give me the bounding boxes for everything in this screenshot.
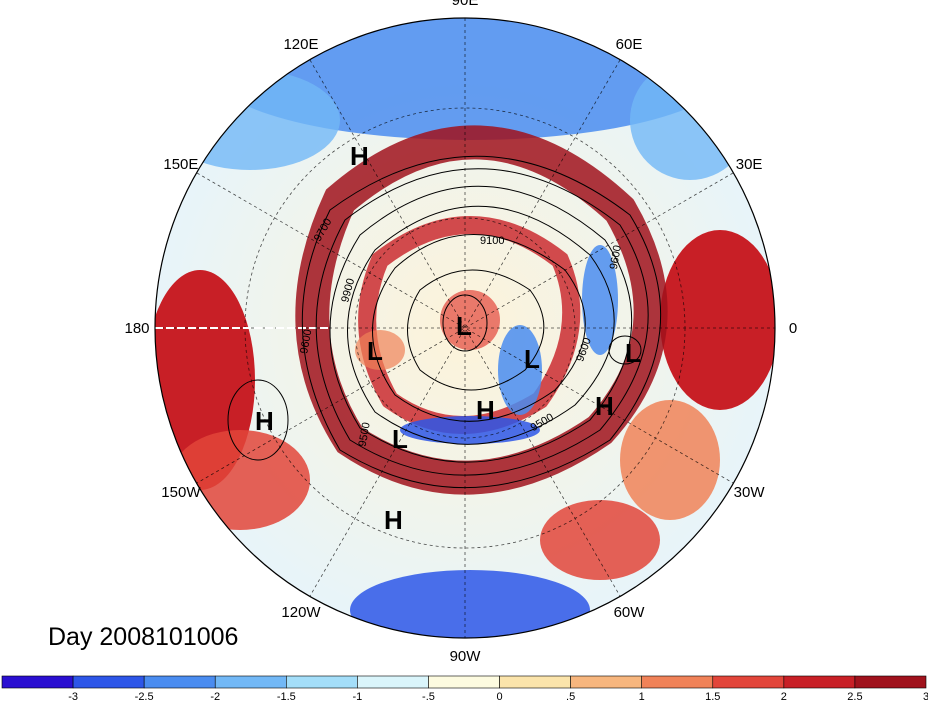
colorbar-swatch — [1, 675, 74, 689]
colorbar-swatch — [570, 675, 642, 689]
map-boundary — [154, 17, 776, 639]
longitude-label: 180 — [124, 320, 149, 337]
colorbar-tick-label: 2.5 — [847, 691, 862, 702]
colorbar-swatch — [143, 675, 216, 689]
colorbar-tick-label: .5 — [566, 691, 575, 702]
longitude-label: 120E — [283, 36, 318, 53]
longitude-label: 0 — [789, 320, 797, 337]
colorbar-swatch — [72, 675, 145, 689]
contour-label: 9100 — [480, 235, 504, 247]
contour-label: 9500 — [357, 421, 373, 447]
longitude-label: 120W — [281, 604, 321, 621]
contour-label: 9600 — [608, 244, 624, 270]
low-marker: L — [392, 424, 408, 454]
date-title: Day 2008101006 — [48, 623, 238, 651]
colorbar-tick-label: -.5 — [422, 691, 435, 702]
longitude-label: 150W — [161, 484, 201, 501]
high-marker: H — [255, 406, 274, 436]
low-marker: L — [524, 344, 540, 374]
colorbar-swatch — [357, 675, 429, 689]
colorbar-swatch — [214, 675, 287, 689]
longitude-labels: 90E 60E 30E 0 30W 60W 90W 120W 150W 180 150E 120E — [124, 0, 797, 665]
high-marker: H — [350, 141, 369, 171]
high-marker: H — [384, 505, 403, 535]
high-marker: H — [595, 391, 614, 421]
colorbar-tick-label: 3 — [923, 691, 928, 702]
colorbar-tick-label: -3 — [68, 691, 78, 702]
colorbar-swatch — [499, 675, 571, 689]
colorbar-tick-label: -2 — [210, 691, 220, 702]
colorbar-swatch — [783, 675, 856, 689]
colorbar-swatch — [428, 675, 500, 689]
longitude-label: 60W — [614, 604, 646, 621]
colorbar-tick-label: -1.5 — [277, 691, 296, 702]
longitude-label: 30E — [736, 156, 763, 173]
low-marker: L — [367, 336, 383, 366]
colorbar-tick-label: -2.5 — [135, 691, 154, 702]
colorbar-swatch — [641, 675, 714, 689]
high-marker: H — [476, 395, 495, 425]
height-contours — [227, 155, 662, 489]
longitude-label: 30W — [734, 484, 766, 501]
colorbar-tick-label: 1.5 — [705, 691, 720, 702]
low-marker: L — [625, 338, 641, 368]
colorbar-swatch — [854, 675, 927, 689]
colorbar-tick-label: 2 — [781, 691, 787, 702]
longitude-label: 90E — [452, 0, 479, 9]
pressure-centers: H L L L L L H H H H — [255, 141, 641, 535]
low-marker: L — [456, 311, 472, 341]
colorbar-tick-label: 0 — [496, 691, 502, 702]
longitude-label: 60E — [616, 36, 643, 53]
colorbar: -3 -2.5 -2 -1.5 -1 -.5 0 .5 1 1.5 2 2.5 3 — [1, 675, 928, 702]
longitude-label: 90W — [450, 648, 482, 665]
colorbar-swatch — [286, 675, 358, 689]
longitude-label: 150E — [163, 156, 198, 173]
colorbar-tick-label: 1 — [639, 691, 645, 702]
colorbar-tick-label: -1 — [352, 691, 362, 702]
colorbar-swatch — [712, 675, 785, 689]
contour-label: 9600 — [298, 328, 314, 354]
